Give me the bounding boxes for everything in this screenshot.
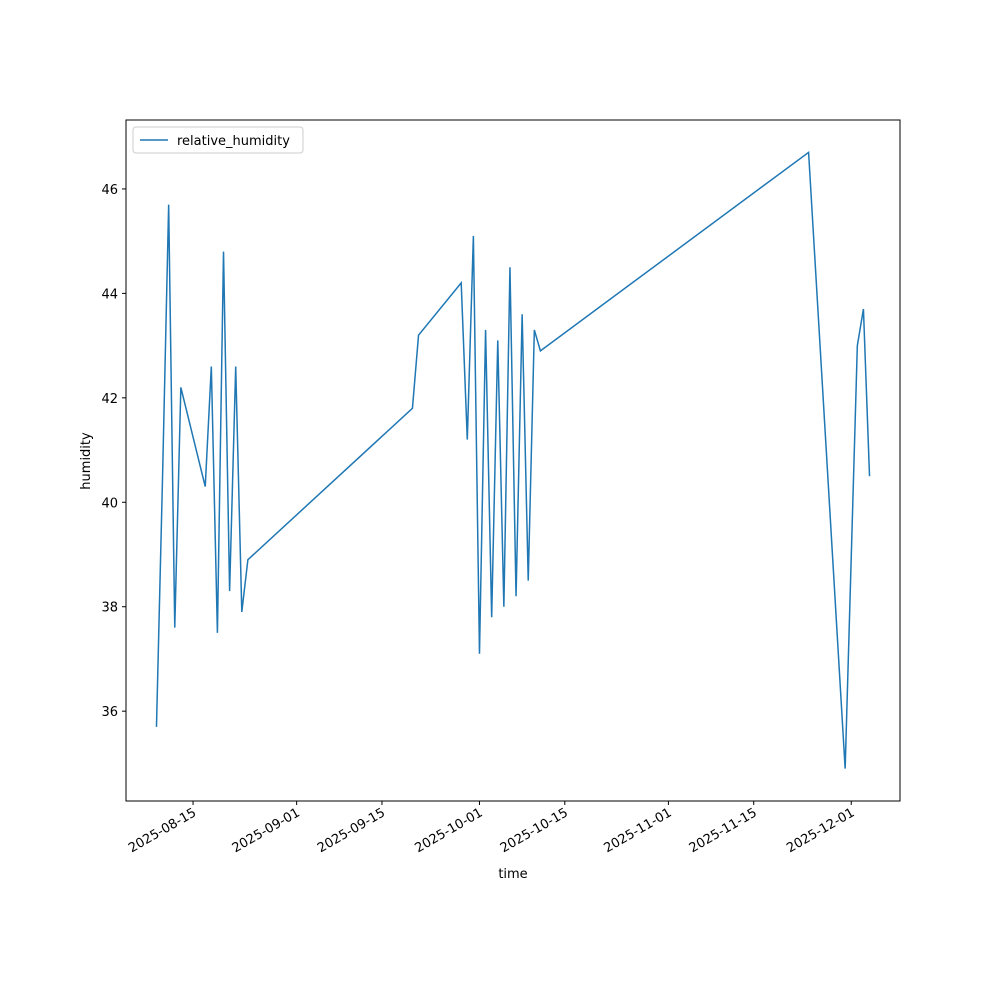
plot-frame	[125, 119, 901, 802]
x-tick-label: 2025-10-01	[413, 805, 486, 856]
y-tick-label: 36	[101, 705, 118, 720]
legend-label: relative_humidity	[177, 134, 290, 149]
x-tick-label: 2025-10-15	[498, 805, 571, 856]
y-axis-label: humidity	[79, 432, 94, 490]
series-line	[155, 150, 871, 769]
x-tick-label: 2025-08-15	[126, 805, 199, 856]
y-tick-label: 38	[101, 601, 118, 616]
x-tick-label: 2025-09-01	[230, 805, 303, 856]
legend-box	[132, 126, 304, 154]
x-tick-label: 2025-09-15	[315, 805, 388, 856]
y-tick-label: 44	[101, 287, 118, 302]
y-tick-label: 42	[101, 392, 118, 407]
y-tick-label: 40	[101, 496, 118, 511]
y-tick-label: 46	[101, 183, 118, 198]
x-tick-label: 2025-11-01	[601, 805, 674, 856]
x-tick-label: 2025-11-15	[687, 805, 760, 856]
x-axis-label: time	[498, 867, 527, 882]
x-tick-label: 2025-12-01	[784, 805, 857, 856]
